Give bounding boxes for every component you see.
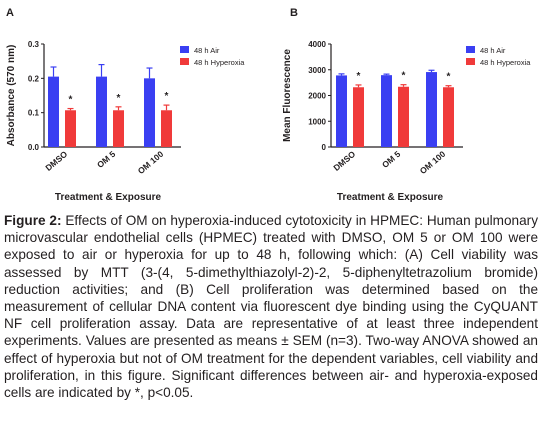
caption-label: Figure 2: — [4, 213, 62, 228]
legend-swatch — [180, 58, 189, 65]
significance-marker: * — [117, 93, 121, 104]
y-tick-label: 4000 — [308, 40, 326, 49]
significance-marker: * — [402, 71, 406, 82]
x-tick-label: OM 100 — [136, 149, 166, 176]
panel-a-chart: A Absorbance (570 nm) 0.0 0.1 0.2 0.3 * DMSO * OM… — [6, 7, 245, 203]
caption-text: Effects of OM on hyperoxia-induced cytot… — [4, 213, 538, 401]
bar-hyperoxia — [65, 110, 76, 147]
y-axis-title: Mean Fluorescence — [282, 49, 293, 142]
x-tick-label: OM 5 — [95, 149, 118, 170]
x-tick-label: DMSO — [331, 149, 357, 173]
bar-air — [48, 76, 59, 147]
bar-air — [96, 76, 107, 147]
figure-caption: Figure 2: Effects of OM on hyperoxia-ind… — [4, 212, 538, 401]
legend-label: 48 h Air — [480, 46, 506, 55]
legend-label: 48 h Air — [194, 46, 220, 55]
y-tick-label: 0.0 — [28, 143, 40, 152]
y-tick-label: 0.3 — [28, 40, 40, 49]
y-tick-label: 0.2 — [28, 74, 40, 83]
significance-marker: * — [447, 72, 451, 83]
bar-air — [336, 75, 347, 147]
legend-swatch — [466, 58, 475, 65]
x-axis-title: Treatment & Exposure — [337, 192, 444, 203]
panel-letter: B — [290, 7, 298, 19]
y-tick-label: 3000 — [308, 66, 326, 75]
bar-air — [426, 72, 437, 147]
bar-air — [144, 78, 155, 147]
x-tick-label: OM 100 — [418, 149, 448, 176]
x-tick-label: DMSO — [43, 149, 69, 173]
legend-swatch — [180, 46, 189, 53]
bar-hyperoxia — [443, 87, 454, 147]
bar-air — [381, 75, 392, 147]
bar-hyperoxia — [161, 110, 172, 147]
bar-hyperoxia — [398, 86, 409, 147]
legend-label: 48 h Hyperoxia — [194, 58, 245, 67]
panel-b-chart: B Mean Fluorescence 0 1000 2000 3000 4000 * DMSO… — [282, 7, 531, 203]
panel-letter: A — [6, 7, 14, 19]
x-axis-title: Treatment & Exposure — [55, 192, 162, 203]
y-axis-title: Absorbance (570 nm) — [6, 45, 17, 147]
x-tick-label: OM 5 — [380, 149, 403, 170]
bar-hyperoxia — [113, 110, 124, 147]
y-tick-label: 2000 — [308, 92, 326, 101]
y-tick-label: 1000 — [308, 117, 326, 126]
y-tick-label: 0 — [322, 143, 327, 152]
significance-marker: * — [357, 71, 361, 82]
legend-swatch — [466, 46, 475, 53]
y-tick-label: 0.1 — [28, 109, 40, 118]
figure-charts: A Absorbance (570 nm) 0.0 0.1 0.2 0.3 * DMSO * OM… — [6, 7, 531, 203]
legend-label: 48 h Hyperoxia — [480, 58, 531, 67]
significance-marker: * — [165, 91, 169, 102]
significance-marker: * — [69, 95, 73, 106]
bar-hyperoxia — [353, 87, 364, 147]
